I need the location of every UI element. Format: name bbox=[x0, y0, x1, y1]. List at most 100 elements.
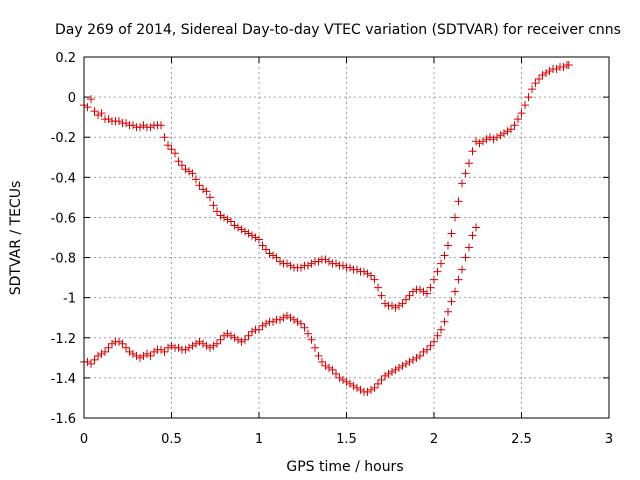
data-point bbox=[433, 267, 442, 276]
data-point bbox=[419, 287, 428, 296]
data-point bbox=[395, 363, 403, 372]
data-point bbox=[332, 369, 340, 378]
data-point bbox=[213, 207, 221, 216]
data-point bbox=[514, 115, 522, 124]
data-point bbox=[426, 341, 435, 350]
data-point bbox=[342, 377, 351, 386]
data-point bbox=[500, 129, 508, 138]
data-point bbox=[437, 259, 445, 268]
data-point bbox=[405, 357, 414, 366]
data-point bbox=[279, 313, 288, 322]
data-point bbox=[160, 133, 169, 142]
data-point bbox=[461, 253, 470, 262]
data-point bbox=[185, 167, 193, 176]
data-point bbox=[447, 229, 456, 238]
data-point bbox=[381, 371, 389, 380]
data-point bbox=[328, 365, 337, 374]
data-point bbox=[388, 367, 396, 376]
data-point bbox=[538, 71, 547, 80]
y-tick-label: -1.2 bbox=[51, 332, 76, 347]
data-point bbox=[269, 317, 277, 326]
x-tick-label: 3 bbox=[605, 432, 613, 447]
data-point bbox=[143, 349, 151, 358]
data-point bbox=[440, 251, 449, 260]
data-point bbox=[482, 135, 491, 144]
data-point bbox=[398, 361, 407, 370]
data-point bbox=[356, 385, 365, 394]
data-point bbox=[311, 343, 319, 352]
data-point bbox=[265, 249, 274, 258]
data-point bbox=[454, 275, 463, 284]
data-point bbox=[104, 115, 113, 124]
data-point bbox=[486, 133, 494, 142]
data-point bbox=[479, 137, 487, 146]
data-point bbox=[391, 303, 400, 312]
data-point bbox=[286, 261, 295, 270]
x-tick-label: 0.5 bbox=[161, 432, 182, 447]
data-point bbox=[307, 335, 316, 344]
data-point bbox=[150, 347, 158, 356]
data-point bbox=[122, 119, 130, 128]
data-point bbox=[181, 345, 190, 354]
data-point bbox=[216, 335, 225, 344]
y-tick-label: 0.2 bbox=[55, 51, 76, 66]
data-point bbox=[220, 213, 228, 222]
data-point bbox=[241, 227, 249, 236]
data-point bbox=[517, 109, 526, 118]
data-point bbox=[192, 339, 200, 348]
data-point bbox=[272, 253, 281, 262]
data-point bbox=[164, 141, 172, 150]
data-point bbox=[178, 161, 186, 170]
data-point bbox=[206, 193, 214, 202]
data-point bbox=[416, 285, 424, 294]
data-point bbox=[230, 221, 239, 230]
data-point bbox=[213, 339, 221, 348]
data-point bbox=[104, 343, 113, 352]
data-point bbox=[202, 341, 211, 350]
data-point bbox=[297, 263, 305, 272]
data-point bbox=[384, 369, 393, 378]
data-point bbox=[409, 355, 417, 364]
data-point bbox=[447, 297, 456, 306]
data-point bbox=[192, 175, 200, 184]
data-point bbox=[241, 335, 249, 344]
data-point bbox=[188, 169, 197, 178]
data-point bbox=[465, 243, 473, 252]
data-point bbox=[370, 383, 379, 392]
data-point bbox=[188, 341, 197, 350]
data-point bbox=[370, 275, 379, 284]
data-point bbox=[454, 197, 463, 206]
y-tick-label: 0 bbox=[68, 91, 76, 106]
data-point bbox=[157, 121, 165, 130]
data-point bbox=[174, 343, 183, 352]
x-tick-label: 2 bbox=[430, 432, 438, 447]
data-point bbox=[251, 233, 260, 242]
data-point bbox=[129, 349, 137, 358]
chart-title: Day 269 of 2014, Sidereal Day-to-day VTE… bbox=[55, 22, 621, 38]
data-point bbox=[346, 379, 354, 388]
data-point bbox=[475, 139, 484, 148]
data-point bbox=[339, 261, 347, 270]
data-point bbox=[234, 335, 242, 344]
data-point bbox=[405, 291, 414, 300]
x-tick-label: 1.5 bbox=[336, 432, 357, 447]
data-point bbox=[248, 231, 256, 240]
data-point bbox=[437, 325, 445, 334]
data-point bbox=[227, 331, 235, 340]
data-point bbox=[160, 347, 169, 356]
data-point bbox=[402, 295, 410, 304]
data-point bbox=[489, 135, 498, 144]
data-point bbox=[430, 337, 438, 346]
data-point bbox=[258, 321, 267, 330]
data-point bbox=[363, 387, 372, 396]
data-point bbox=[398, 299, 407, 308]
data-point bbox=[545, 67, 554, 76]
data-point bbox=[458, 179, 466, 188]
data-point bbox=[101, 347, 109, 356]
data-point bbox=[335, 373, 344, 382]
data-point bbox=[146, 351, 155, 360]
data-point bbox=[87, 359, 95, 368]
data-point bbox=[136, 123, 144, 132]
data-point bbox=[122, 343, 130, 352]
